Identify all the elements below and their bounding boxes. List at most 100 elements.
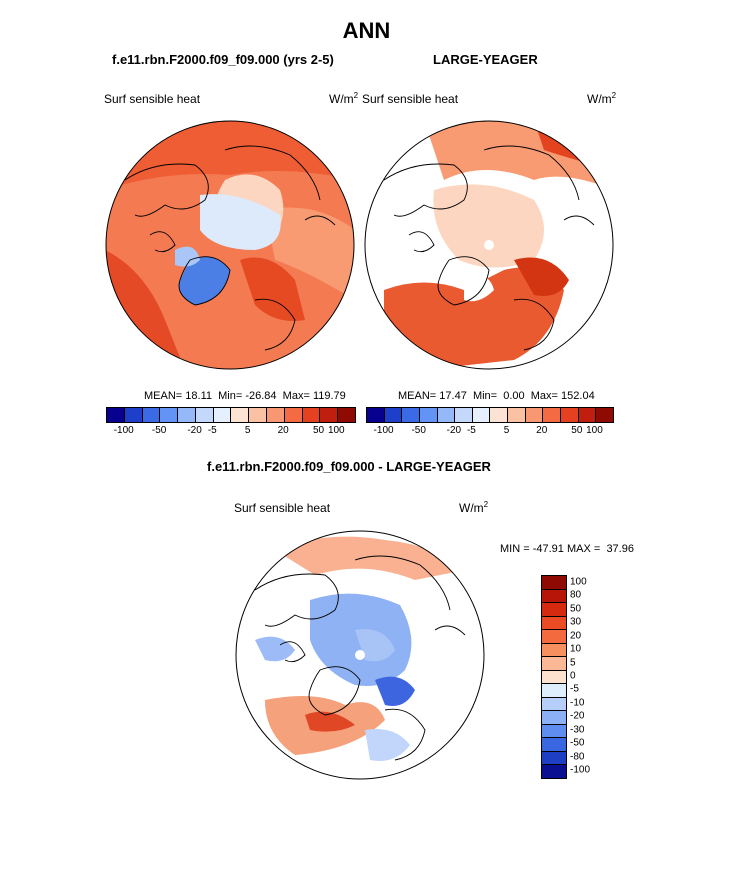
diff-colorbar-box [542, 751, 566, 766]
left-colorbar-tick-label: -50 [151, 425, 167, 436]
diff-colorbar-box [542, 765, 566, 778]
page-title: ANN [342, 18, 391, 43]
right-colorbar-box [367, 408, 385, 422]
right-colorbar-box [402, 408, 420, 422]
diff-variable-label: Surf sensible heat [234, 501, 331, 515]
right-stats: MEAN= 17.47 Min= 0.00 Max= 152.04 [398, 390, 595, 402]
left-colorbar-box [284, 408, 303, 422]
diff-colorbar-box [542, 603, 566, 617]
left-colorbar-tick-label: 20 [277, 425, 289, 436]
diff-colorbar-label: -20 [570, 710, 585, 722]
right-colorbar-box [472, 408, 491, 422]
diff-colorbar-box [542, 697, 566, 712]
right-colorbar-box [437, 408, 456, 422]
left-panel-title: f.e11.rbn.F2000.f09_f09.000 (yrs 2-5) [112, 52, 334, 67]
left-colorbar [106, 407, 356, 423]
right-colorbar [366, 407, 614, 423]
right-colorbar-tick-label: 50 [571, 425, 583, 436]
left-colorbar-box [231, 408, 250, 422]
left-map-east-patch [265, 207, 354, 300]
diff-map-pole-hole [355, 650, 365, 660]
right-map-coastlines [383, 145, 595, 351]
left-colorbar-box [302, 408, 321, 422]
right-colorbar-box [596, 408, 613, 422]
right-variable-label: Surf sensible heat [362, 92, 459, 106]
diff-colorbar [541, 575, 567, 779]
diff-colorbar-box [542, 684, 566, 698]
left-stats: MEAN= 18.11 Min= -26.84 Max= 119.79 [144, 390, 346, 402]
diff-colorbar-box [542, 576, 566, 590]
left-map-baffin [175, 246, 200, 267]
left-colorbar-tick-label: 50 [313, 425, 325, 436]
diff-polar-map [235, 530, 485, 780]
left-colorbar-box [267, 408, 285, 422]
diff-map-coastlines [254, 555, 466, 761]
left-units-label: W/m2 [329, 91, 359, 107]
diff-map-norwegian [365, 729, 410, 761]
left-colorbar-box [107, 408, 125, 422]
right-panel-title: LARGE-YEAGER [433, 52, 538, 67]
left-map-coastlines [124, 145, 336, 351]
right-colorbar-box [490, 408, 509, 422]
diff-units-label: W/m2 [459, 500, 489, 516]
diff-colorbar-box [542, 711, 566, 725]
diff-colorbar-box [542, 589, 566, 604]
diff-map-barents-blue [375, 676, 415, 706]
diff-colorbar-labels: 100 80 50 30 20 10 5 0 -5 -10 -20 -30 -50 -80 -100 [570, 575, 610, 779]
right-colorbar-tick-label: -100 [373, 425, 394, 436]
diff-colorbar-label: -5 [570, 683, 579, 695]
right-colorbar-tick-label: -20 [446, 425, 462, 436]
diff-stats: MIN = -47.91 MAX = 37.96 [500, 543, 634, 555]
right-colorbar-box [543, 408, 562, 422]
left-variable-label: Surf sensible heat [104, 92, 201, 106]
right-map-atlantic [384, 267, 564, 369]
right-colorbar-box [455, 408, 473, 422]
right-colorbar-box [578, 408, 597, 422]
diff-colorbar-label: 30 [570, 616, 582, 628]
left-colorbar-box [320, 408, 339, 422]
left-map-greenland [179, 256, 230, 305]
left-colorbar-box [195, 408, 214, 422]
diff-colorbar-box [542, 724, 566, 739]
left-colorbar-box [249, 408, 268, 422]
diff-map-central-arctic [355, 629, 395, 662]
diff-colorbar-box [542, 657, 566, 671]
diff-colorbar-box [542, 643, 566, 658]
left-colorbar-box [124, 408, 143, 422]
left-colorbar-box [338, 408, 355, 422]
diff-colorbar-label: 0 [570, 670, 576, 682]
left-polar-map [105, 120, 355, 370]
left-colorbar-box [213, 408, 232, 422]
right-colorbar-tick-label: -50 [411, 425, 426, 436]
left-colorbar-box [142, 408, 161, 422]
left-colorbar-tick-label: -20 [187, 425, 202, 436]
right-colorbar-tick-label: 20 [536, 425, 548, 436]
diff-colorbar-label: 20 [570, 630, 582, 642]
diff-colorbar-label: -10 [570, 697, 585, 709]
diff-colorbar-label: 80 [570, 589, 582, 601]
right-colorbar-tick-label: 5 [503, 425, 510, 436]
diff-map-gulf-stream [305, 711, 355, 732]
left-colorbar-tick-label: -5 [207, 425, 217, 436]
left-colorbar-tick-label: 5 [244, 425, 251, 436]
diff-colorbar-label: 50 [570, 603, 582, 615]
left-colorbar-box [178, 408, 196, 422]
diff-panel-title: f.e11.rbn.F2000.f09_f09.000 - LARGE-YEAG… [207, 459, 491, 474]
diff-colorbar-label: 5 [570, 657, 576, 669]
right-colorbar-box [508, 408, 526, 422]
diff-map-outline [235, 530, 485, 780]
diff-colorbar-label: 100 [570, 576, 587, 588]
right-colorbar-box [384, 408, 403, 422]
diff-colorbar-label: -80 [570, 751, 585, 763]
diff-colorbar-box [542, 670, 566, 685]
diff-colorbar-label: -30 [570, 724, 585, 736]
diff-colorbar-label: -50 [570, 737, 585, 749]
left-colorbar-tick-label: 100 [327, 425, 345, 436]
right-map-gulf-stream [514, 257, 569, 296]
right-map-arctic-ocean [433, 184, 544, 268]
left-map-norwegian-sea [240, 257, 305, 321]
left-colorbar-box [160, 408, 179, 422]
left-map-arctic-ocean [200, 194, 281, 250]
diff-colorbar-box [542, 616, 566, 631]
right-colorbar-box [419, 408, 438, 422]
